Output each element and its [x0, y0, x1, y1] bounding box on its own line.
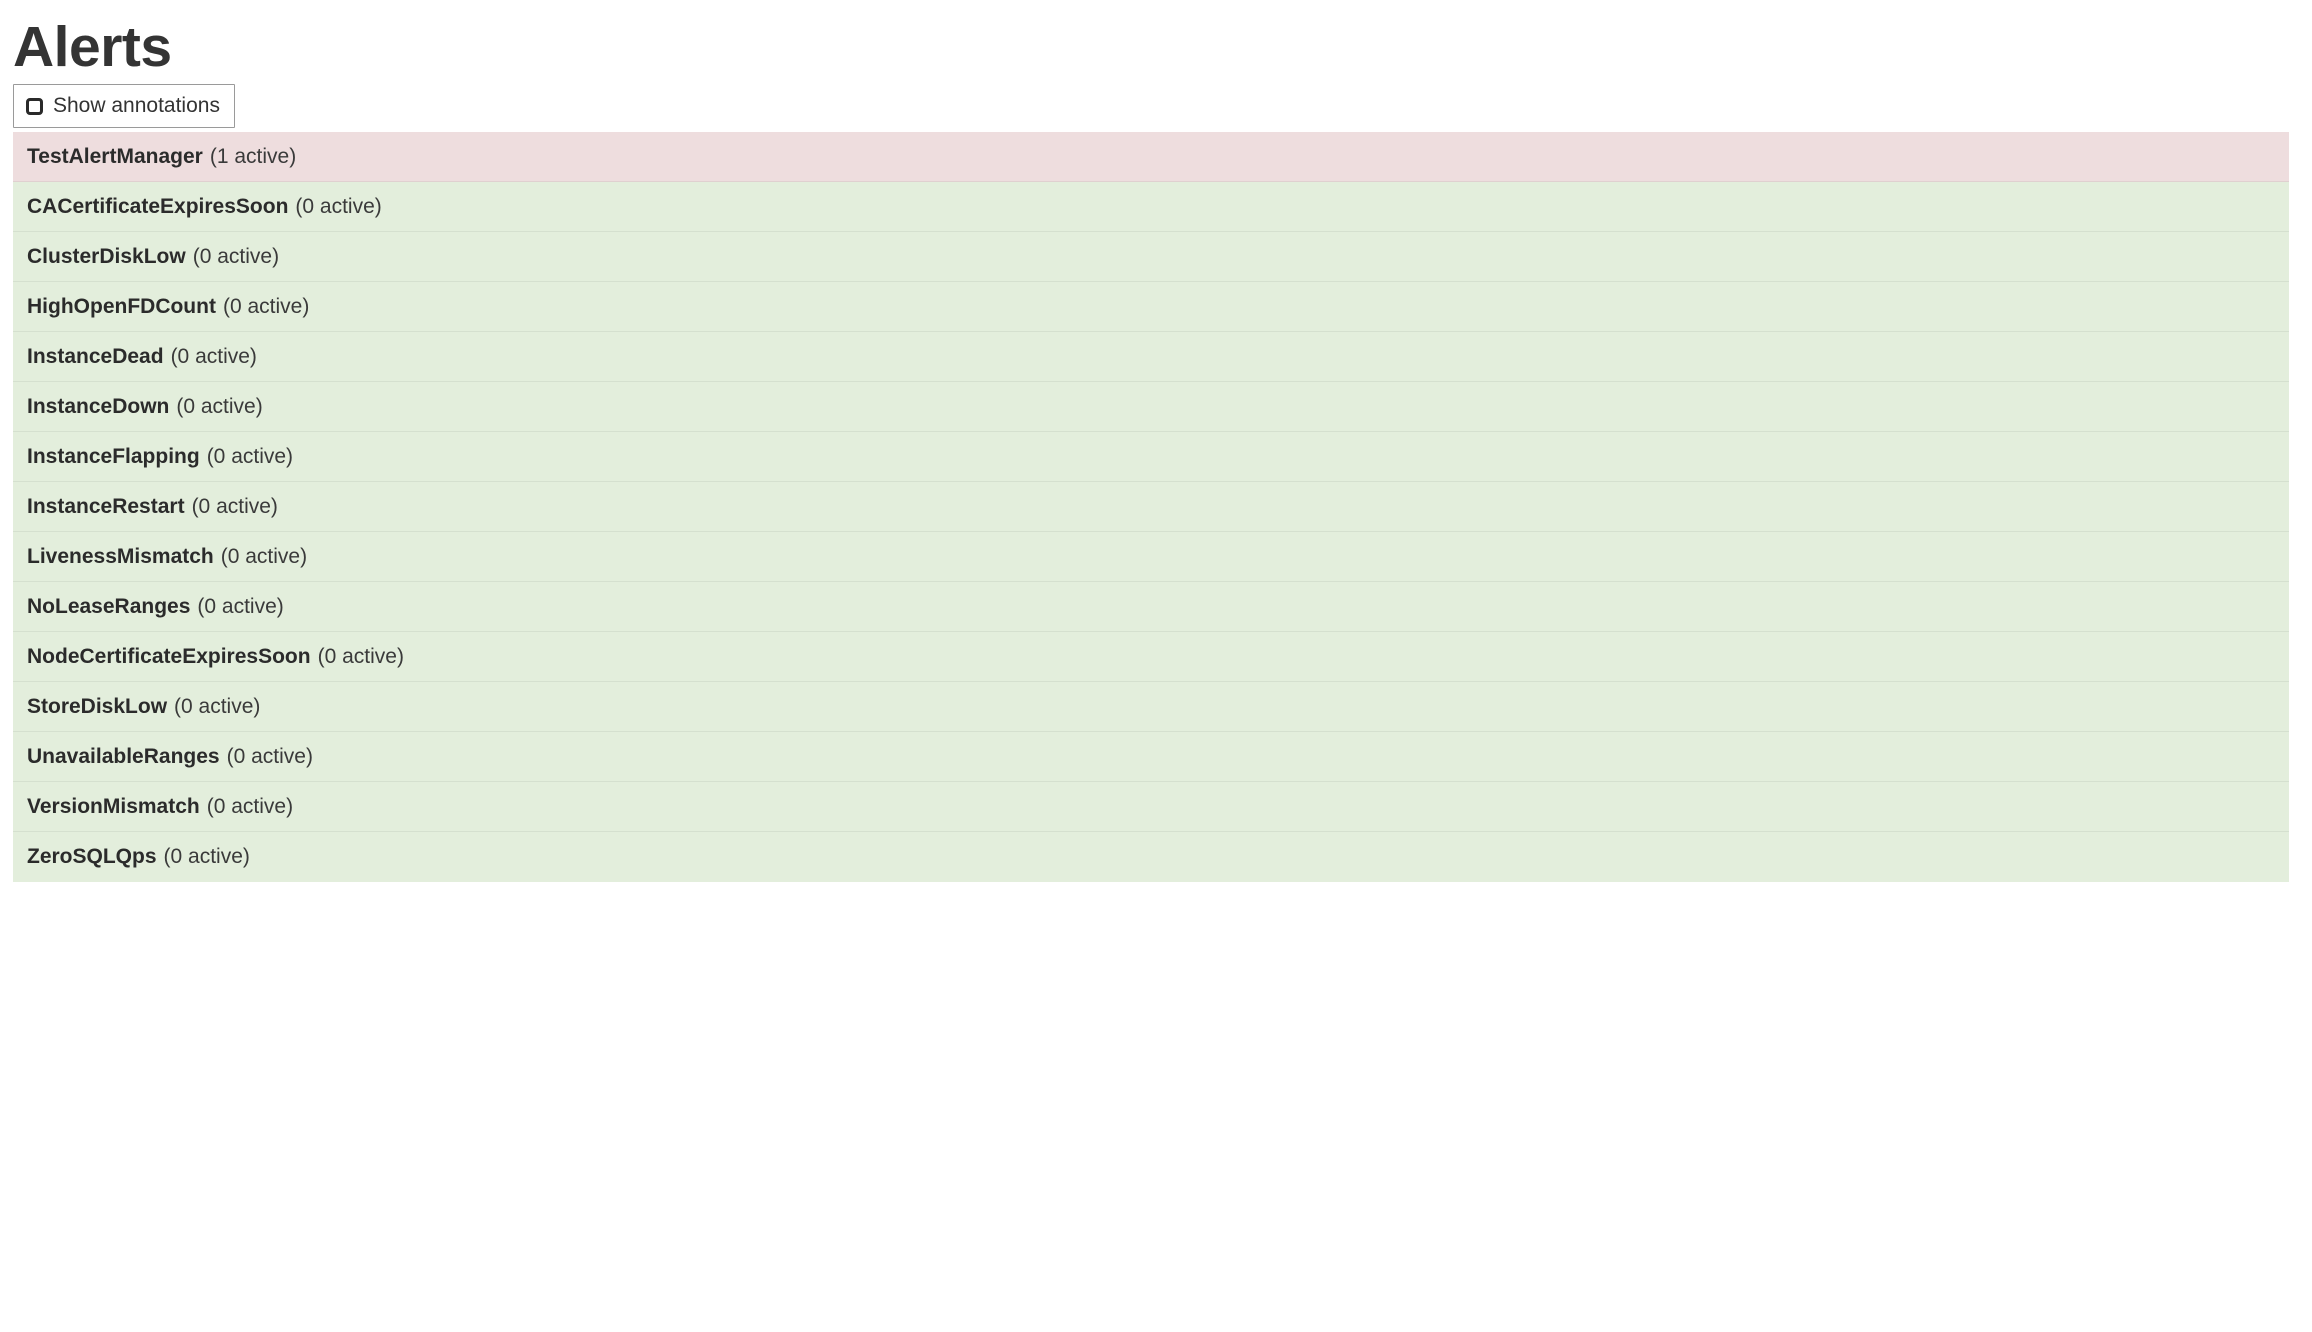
alert-row[interactable]: NodeCertificateExpiresSoon (0 active) — [13, 632, 2289, 682]
toolbar: Show annotations — [0, 84, 2312, 128]
alert-name: InstanceDown — [27, 394, 170, 418]
alert-list: TestAlertManager (1 active) CACertificateE… — [0, 132, 2312, 882]
alert-name: InstanceRestart — [27, 494, 185, 518]
alert-active-count: (1 active) — [209, 144, 297, 168]
alert-name: VersionMismatch — [27, 794, 200, 818]
alert-row[interactable]: NoLeaseRanges (0 active) — [13, 582, 2289, 632]
alert-name: NodeCertificateExpiresSoon — [27, 644, 311, 668]
alert-active-count: (0 active) — [176, 394, 263, 418]
alert-name: InstanceFlapping — [27, 444, 200, 468]
show-annotations-toggle[interactable]: Show annotations — [13, 84, 235, 128]
alert-row[interactable]: StoreDiskLow (0 active) — [13, 682, 2289, 732]
alert-active-count: (0 active) — [317, 644, 404, 668]
alert-active-count: (0 active) — [222, 294, 310, 318]
alert-row[interactable]: InstanceDead (0 active) — [13, 332, 2289, 382]
alert-name: TestAlertManager — [27, 144, 203, 168]
alert-name: ClusterDiskLow — [27, 244, 186, 268]
alert-name: InstanceDead — [27, 344, 164, 368]
alert-name: CACertificateExpiresSoon — [27, 194, 289, 218]
alert-row[interactable]: ClusterDiskLow (0 active) — [13, 232, 2289, 282]
alert-active-count: (0 active) — [226, 744, 313, 768]
alert-row[interactable]: UnavailableRanges (0 active) — [13, 732, 2289, 782]
alert-active-count: (0 active) — [191, 494, 278, 518]
checkbox-unchecked-icon[interactable] — [26, 97, 43, 115]
alert-row[interactable]: CACertificateExpiresSoon (0 active) — [13, 182, 2289, 232]
alert-active-count: (0 active) — [295, 194, 382, 218]
show-annotations-label: Show annotations — [53, 94, 220, 117]
alert-active-count: (0 active) — [163, 845, 250, 868]
alert-name: StoreDiskLow — [27, 694, 168, 718]
alert-active-count: (0 active) — [192, 244, 280, 268]
alert-active-count: (0 active) — [220, 544, 308, 568]
alert-active-count: (0 active) — [197, 594, 284, 618]
alert-name: ZeroSQLQps — [27, 845, 157, 868]
alert-row[interactable]: VersionMismatch (0 active) — [13, 782, 2289, 832]
alert-row[interactable]: InstanceFlapping (0 active) — [13, 432, 2289, 482]
alert-row[interactable]: HighOpenFDCount (0 active) — [13, 282, 2289, 332]
alert-name: LivenessMismatch — [27, 544, 214, 568]
alert-name: NoLeaseRanges — [27, 594, 191, 618]
alert-active-count: (0 active) — [206, 444, 294, 468]
alert-row[interactable]: InstanceDown (0 active) — [13, 382, 2289, 432]
alert-row[interactable]: TestAlertManager (1 active) — [13, 132, 2289, 182]
alert-row[interactable]: InstanceRestart (0 active) — [13, 482, 2289, 532]
page-title: Alerts — [13, 15, 172, 79]
alert-name: UnavailableRanges — [27, 744, 220, 768]
alert-row[interactable]: ZeroSQLQps (0 active) — [13, 832, 2289, 882]
alert-active-count: (0 active) — [174, 694, 261, 718]
alert-name: HighOpenFDCount — [27, 294, 216, 318]
alert-active-count: (0 active) — [206, 794, 294, 818]
alert-active-count: (0 active) — [170, 344, 257, 368]
alert-row[interactable]: LivenessMismatch (0 active) — [13, 532, 2289, 582]
